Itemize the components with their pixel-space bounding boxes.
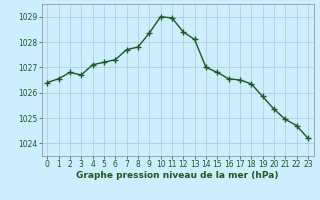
X-axis label: Graphe pression niveau de la mer (hPa): Graphe pression niveau de la mer (hPa) xyxy=(76,171,279,180)
